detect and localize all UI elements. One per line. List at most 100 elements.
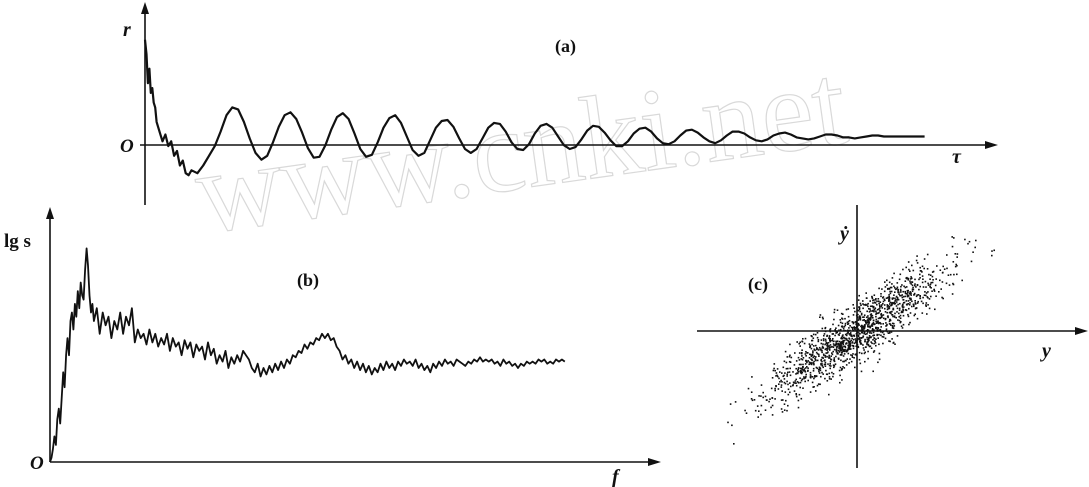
scatter-point [820,339,823,341]
scatter-point [844,324,847,327]
scatter-point [952,283,955,286]
scatter-point [832,323,834,326]
scatter-point [792,384,794,387]
scatter-point [841,322,844,325]
scatter-point [857,313,859,316]
scatter-point [821,363,823,365]
scatter-point [853,326,855,328]
scatter-point [908,304,911,306]
scatter-point [951,236,953,238]
scatter-point [872,302,874,304]
scatter-point [860,337,863,339]
scatter-point [842,343,845,345]
scatter-point [866,336,868,339]
scatter-point [897,319,899,321]
scatter-point [824,363,827,365]
scatter-point [946,267,948,270]
scatter-point [888,332,891,334]
scatter-point [811,359,813,362]
scatter-point [903,295,905,298]
scatter-point [865,320,867,322]
scatter-point [893,325,896,327]
scatter-point [866,342,868,344]
scatter-point [909,321,911,324]
scatter-point [805,373,807,376]
scatter-point [826,349,828,351]
scatter-point [910,278,912,280]
scatter-point [881,331,884,334]
scatter-point [884,281,886,283]
panel-c-x-arrow [1075,327,1088,335]
scatter-point [786,375,788,377]
scatter-point [850,334,853,336]
scatter-point [800,363,802,366]
scatter-point [846,350,849,352]
scatter-point [929,286,931,288]
scatter-point [801,367,803,370]
scatter-point [881,288,883,290]
scatter-point [909,280,911,282]
scatter-point [784,391,787,393]
scatter-point [901,294,903,296]
scatter-point [940,288,942,290]
scatter-point [835,327,837,329]
scatter-point [854,310,856,313]
scatter-point [866,329,869,331]
scatter-point [872,299,874,302]
scatter-point [845,334,848,337]
scatter-point [912,288,915,291]
scatter-point [857,309,860,312]
scatter-point [808,357,811,359]
scatter-point [873,334,876,336]
scatter-point [814,375,816,377]
scatter-point [838,343,840,345]
scatter-point [816,359,819,362]
scatter-point [866,310,868,313]
scatter-point [890,324,892,326]
scatter-point [910,276,912,278]
scatter-point [784,350,787,353]
scatter-point [818,372,821,374]
scatter-point [780,386,783,388]
scatter-point [896,286,899,289]
scatter-point [830,365,832,367]
scatter-point [802,363,804,366]
scatter-point [858,318,860,320]
scatter-point [873,350,876,352]
scatter-point [786,356,789,358]
scatter-point [837,345,839,347]
panel-a-origin-label: O [120,136,134,157]
scatter-point [822,338,825,340]
scatter-point [956,264,958,267]
scatter-point [793,390,796,392]
scatter-point [929,274,932,276]
scatter-point [849,333,852,336]
scatter-point [789,374,792,377]
scatter-point [930,295,932,298]
panel-c: ẏ y O (c) [697,205,1088,468]
scatter-point [902,306,905,308]
scatter-point [809,391,812,393]
scatter-point [826,347,829,350]
scatter-point [899,288,902,291]
scatter-point [857,332,860,334]
scatter-point [751,399,754,402]
scatter-point [830,355,832,357]
scatter-point [797,369,799,372]
scatter-point [842,360,844,363]
scatter-point [875,338,877,340]
scatter-point [917,300,919,303]
scatter-point [882,323,884,325]
scatter-point [820,349,822,352]
scatter-point [894,291,896,293]
scatter-point [889,290,891,293]
scatter-point [886,304,889,306]
scatter-point [847,308,850,310]
scatter-point [790,385,792,388]
scatter-point [815,348,818,351]
scatter-point [848,340,851,343]
scatter-point [869,305,872,308]
scatter-point [899,302,901,305]
scatter-point [874,340,876,343]
scatter-point [834,334,836,337]
